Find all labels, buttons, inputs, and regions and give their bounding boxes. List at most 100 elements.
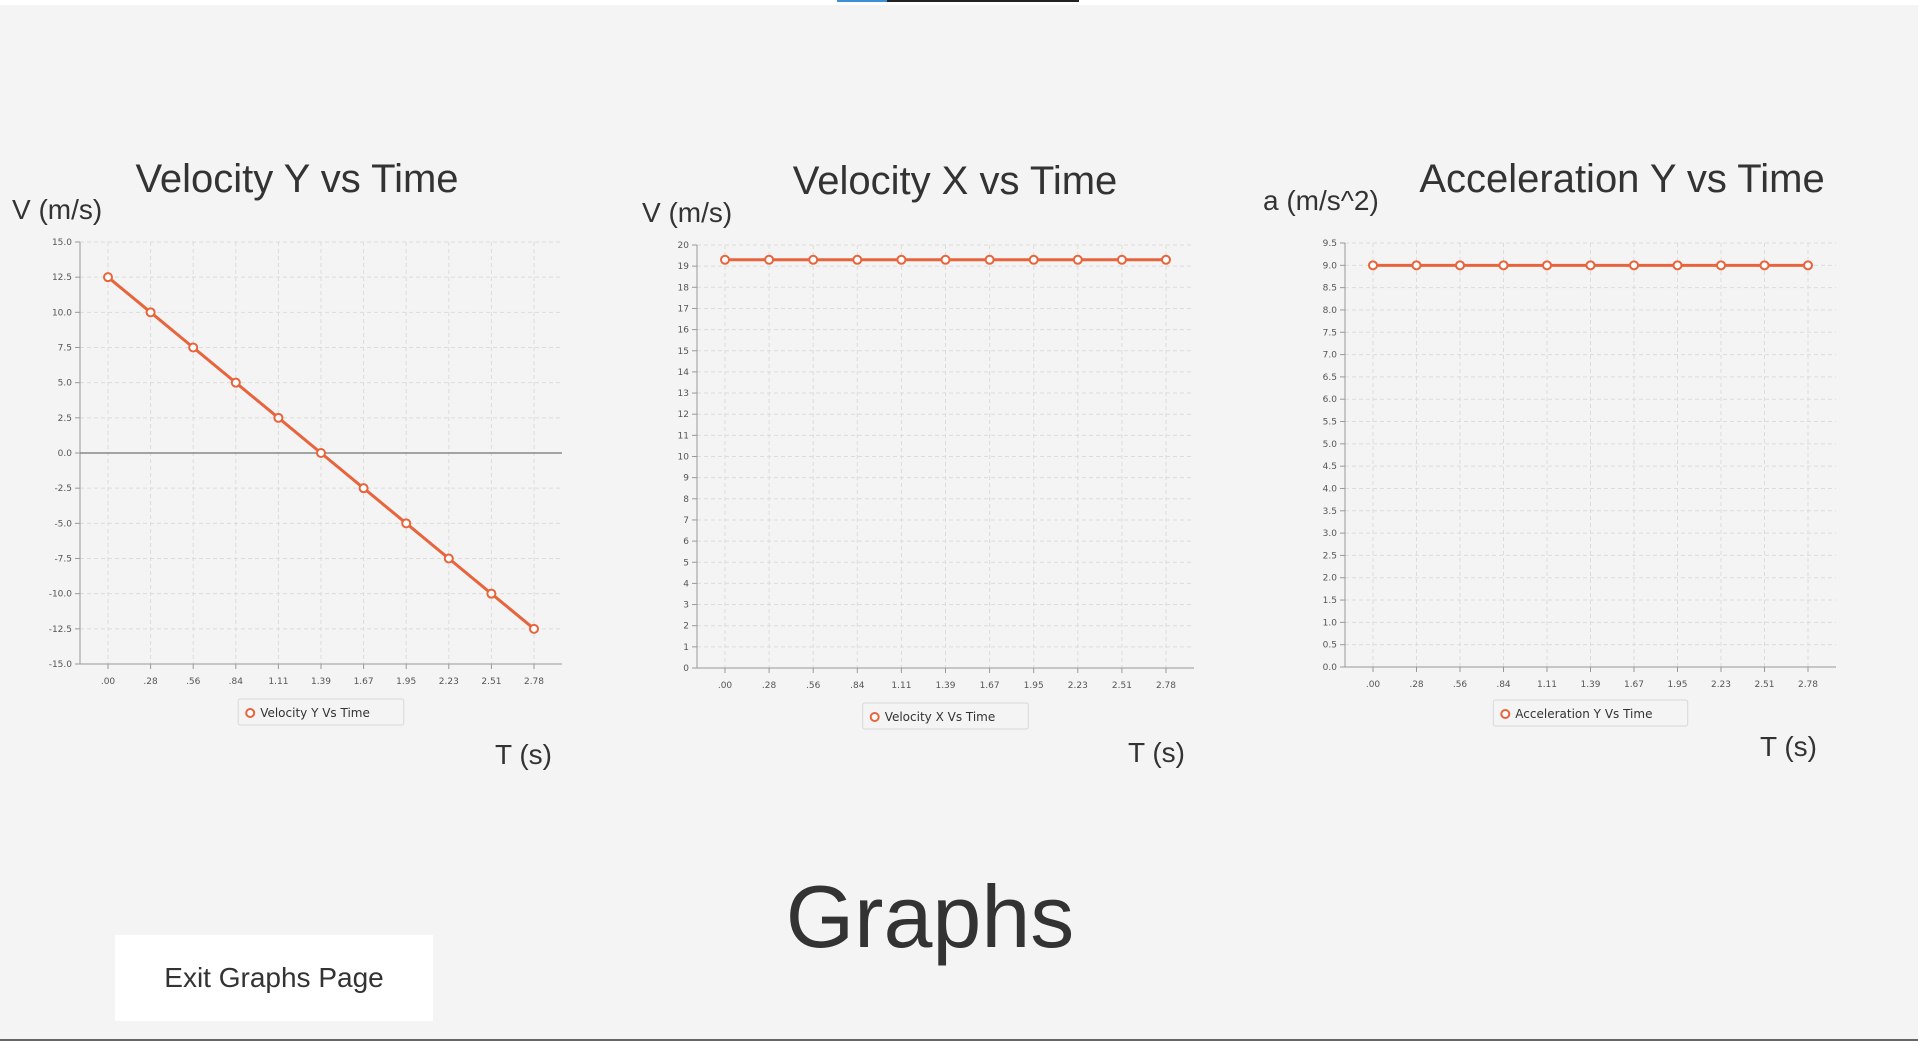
y-tick-label: 7 [683, 516, 689, 526]
x-tick-label: 1.11 [1537, 680, 1557, 690]
y-tick-label: 9.5 [1323, 239, 1337, 249]
window-indicator-accent [837, 0, 887, 2]
y-tick-label: 4.0 [1323, 484, 1338, 494]
data-point [1542, 260, 1552, 271]
y-tick-label: 1.0 [1323, 618, 1338, 628]
x-tick-label: .84 [229, 677, 244, 687]
y-tick-label: 17 [678, 304, 689, 314]
acceleration-y-chart: Acceleration Y vs Time a (m/s^2) T (s) 9.5 9… [1263, 157, 1836, 762]
x-tick-label: 1.11 [268, 677, 288, 687]
y-tick-label: 8.0 [1323, 306, 1338, 316]
data-point [401, 518, 412, 529]
y-tick-label: -12.5 [49, 625, 72, 635]
x-tick-label: 2.78 [524, 677, 544, 687]
y-tick-label: 9 [683, 474, 689, 484]
x-tick-label: 2.51 [1754, 680, 1774, 690]
data-point [529, 623, 539, 634]
x-tick-label: 1.39 [311, 677, 331, 687]
x-tick-label: 2.23 [1711, 680, 1731, 690]
x-tick-label: 1.67 [354, 677, 374, 687]
y-axis-label: V (m/s) [642, 197, 732, 228]
y-tick-label: 6.0 [1323, 395, 1338, 405]
y-tick-label: 0.5 [1323, 641, 1337, 651]
y-tick-label: 2.5 [1323, 551, 1337, 561]
exit-graphs-button[interactable]: Exit Graphs Page [115, 935, 433, 1021]
x-axis-label: T (s) [1128, 737, 1185, 768]
data-point [720, 254, 730, 265]
chart-title: Velocity Y vs Time [135, 157, 458, 201]
legend-marker [869, 712, 880, 722]
y-tick-label: 19 [678, 262, 690, 272]
x-tick-label: 2.51 [1112, 681, 1132, 691]
data-point [1028, 254, 1039, 265]
y-tick-label: -15.0 [49, 660, 73, 670]
x-tick-label: 1.67 [1624, 680, 1644, 690]
y-tick-label: -2.5 [54, 484, 72, 494]
legend-marker [245, 708, 256, 718]
x-tick-label: 2.78 [1798, 680, 1818, 690]
legend-label: Acceleration Y Vs Time [1515, 707, 1652, 721]
data-point [808, 254, 819, 265]
data-point [486, 588, 497, 599]
y-tick-label: 20 [678, 241, 690, 251]
x-tick-label: 2.23 [439, 677, 459, 687]
y-tick-label: 5 [683, 558, 689, 568]
data-point [316, 448, 326, 458]
y-tick-label: 2.5 [58, 414, 72, 424]
x-tick-label: 1.39 [935, 681, 955, 691]
y-tick-label: 8.5 [1323, 284, 1337, 294]
legend-box [862, 702, 1029, 730]
x-tick-label: 1.95 [1024, 681, 1044, 691]
y-tick-label: 1.5 [1323, 596, 1337, 606]
velocity-y-chart: Velocity Y vs Time V (m/s) T (s) 15.0 12.5 10… [12, 157, 562, 770]
data-point [1072, 254, 1083, 265]
y-axis-label: V (m/s) [12, 194, 102, 225]
y-tick-label: -7.5 [54, 555, 72, 565]
y-tick-label: 0 [683, 664, 689, 674]
y-tick-label: 3.0 [1323, 529, 1338, 539]
x-tick-label: 2.51 [481, 677, 501, 687]
y-tick-label: 3.5 [1323, 507, 1337, 517]
data-point [1161, 254, 1171, 265]
y-tick-label: 7.0 [1323, 351, 1338, 361]
data-point [896, 254, 907, 265]
data-point [1455, 260, 1465, 271]
window-indicator-dark [887, 0, 1079, 2]
data-point [1803, 260, 1813, 271]
y-tick-label: 2.0 [1323, 574, 1338, 584]
data-point [188, 342, 199, 353]
x-tick-label: .28 [143, 677, 158, 687]
data-point [852, 254, 863, 265]
data-point [1585, 260, 1596, 271]
page-title: Graphs [785, 867, 1075, 966]
y-tick-label: 0.0 [1323, 663, 1338, 673]
legend-label: Velocity X Vs Time [885, 710, 996, 724]
y-tick-label: -10.0 [49, 590, 73, 600]
x-axis-label: T (s) [495, 739, 552, 770]
y-tick-label: 2 [683, 622, 689, 632]
x-tick-label: 2.23 [1068, 681, 1088, 691]
legend-box [237, 698, 405, 726]
y-tick-label: 12 [678, 410, 689, 420]
data-point [940, 254, 951, 265]
data-point [1629, 260, 1639, 271]
y-tick-label: 11 [678, 431, 689, 441]
data-point [1368, 260, 1378, 271]
y-tick-label: 18 [678, 283, 690, 293]
y-tick-label: 10 [678, 453, 690, 463]
y-tick-label: 12.5 [52, 273, 72, 283]
window-top-bar [0, 0, 1918, 5]
x-tick-label: .84 [1496, 680, 1511, 690]
x-tick-label: .00 [1366, 680, 1381, 690]
data-point [1759, 260, 1770, 271]
y-tick-label: 3 [683, 601, 689, 611]
x-tick-label: 1.67 [980, 681, 1000, 691]
data-point [1411, 260, 1422, 271]
data-point [764, 254, 775, 265]
y-tick-label: 6.5 [1323, 373, 1337, 383]
data-point [984, 254, 995, 265]
data-point [230, 377, 241, 388]
y-tick-label: -5.0 [54, 519, 72, 529]
y-tick-label: 14 [678, 368, 690, 378]
y-tick-label: 15 [678, 347, 689, 357]
